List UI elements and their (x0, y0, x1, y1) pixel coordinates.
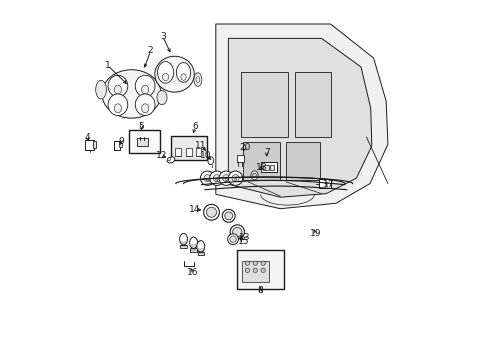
Circle shape (253, 268, 257, 273)
Ellipse shape (234, 178, 236, 181)
Ellipse shape (142, 104, 148, 113)
Circle shape (219, 171, 233, 185)
Text: 2: 2 (147, 46, 153, 55)
Ellipse shape (114, 104, 121, 113)
Ellipse shape (215, 178, 218, 181)
Bar (85, 140, 94, 150)
Bar (319, 179, 330, 188)
Ellipse shape (224, 178, 227, 181)
Circle shape (222, 210, 235, 222)
Bar (175, 148, 181, 156)
Circle shape (244, 261, 249, 265)
Bar (119, 143, 122, 147)
Bar (242, 142, 280, 180)
Circle shape (230, 225, 244, 239)
Ellipse shape (196, 240, 204, 252)
Bar (270, 165, 273, 170)
Bar (93, 141, 96, 148)
Bar (241, 72, 287, 137)
Text: 12: 12 (155, 151, 166, 160)
Bar (195, 148, 201, 156)
Ellipse shape (142, 85, 148, 94)
Ellipse shape (114, 85, 121, 94)
Text: 7: 7 (264, 148, 269, 157)
Ellipse shape (135, 75, 155, 97)
Text: 1: 1 (104, 61, 110, 70)
Circle shape (200, 171, 214, 185)
Ellipse shape (181, 74, 186, 80)
Circle shape (203, 204, 219, 220)
Circle shape (222, 175, 229, 182)
Circle shape (261, 261, 265, 265)
Circle shape (227, 234, 238, 244)
Ellipse shape (207, 157, 213, 165)
Ellipse shape (135, 94, 155, 116)
Text: 15: 15 (238, 237, 249, 246)
Text: 9: 9 (118, 137, 123, 146)
Text: 11: 11 (195, 141, 206, 150)
Ellipse shape (176, 63, 190, 82)
Polygon shape (215, 24, 387, 209)
Bar (263, 165, 268, 170)
Circle shape (229, 236, 236, 242)
Ellipse shape (196, 77, 199, 82)
Circle shape (261, 268, 265, 273)
Bar (129, 130, 159, 153)
Bar (261, 162, 276, 172)
Bar (180, 244, 186, 248)
Text: 13: 13 (238, 233, 250, 242)
Circle shape (203, 175, 211, 182)
Ellipse shape (194, 73, 202, 86)
Ellipse shape (102, 70, 161, 118)
Text: 10: 10 (200, 151, 211, 160)
Ellipse shape (96, 80, 106, 99)
Ellipse shape (157, 90, 167, 105)
Ellipse shape (250, 171, 258, 180)
Bar (185, 148, 191, 156)
Ellipse shape (206, 178, 208, 181)
Bar (114, 141, 120, 149)
Text: 5: 5 (139, 122, 144, 131)
Bar (190, 248, 196, 252)
Text: 18: 18 (255, 163, 267, 172)
Ellipse shape (108, 94, 127, 116)
Circle shape (253, 261, 257, 265)
Text: 3: 3 (160, 32, 165, 41)
Text: 14: 14 (189, 205, 200, 214)
Bar (294, 72, 330, 137)
Circle shape (232, 227, 242, 237)
Text: 16: 16 (186, 268, 198, 277)
Circle shape (228, 171, 242, 185)
Bar (197, 252, 203, 255)
Text: 20: 20 (239, 143, 250, 152)
Bar (236, 155, 244, 162)
Text: 8: 8 (257, 286, 263, 295)
Bar (285, 142, 319, 180)
Circle shape (213, 175, 220, 182)
Ellipse shape (179, 233, 187, 245)
Ellipse shape (155, 56, 194, 92)
Text: 6: 6 (192, 122, 198, 131)
Text: 19: 19 (309, 229, 321, 238)
Circle shape (244, 268, 249, 273)
Ellipse shape (157, 62, 173, 83)
Ellipse shape (167, 157, 175, 163)
Polygon shape (228, 39, 371, 197)
Text: 4: 4 (84, 133, 90, 142)
Ellipse shape (189, 237, 197, 248)
Circle shape (231, 175, 239, 182)
Circle shape (206, 207, 216, 217)
Text: 17: 17 (323, 180, 334, 189)
Circle shape (224, 212, 232, 220)
Bar (137, 138, 147, 146)
Ellipse shape (252, 173, 256, 177)
Ellipse shape (167, 158, 170, 161)
Bar (171, 136, 206, 159)
Ellipse shape (162, 73, 168, 81)
Ellipse shape (108, 75, 127, 97)
Bar (241, 261, 268, 282)
Bar (237, 250, 284, 289)
Circle shape (209, 171, 224, 185)
